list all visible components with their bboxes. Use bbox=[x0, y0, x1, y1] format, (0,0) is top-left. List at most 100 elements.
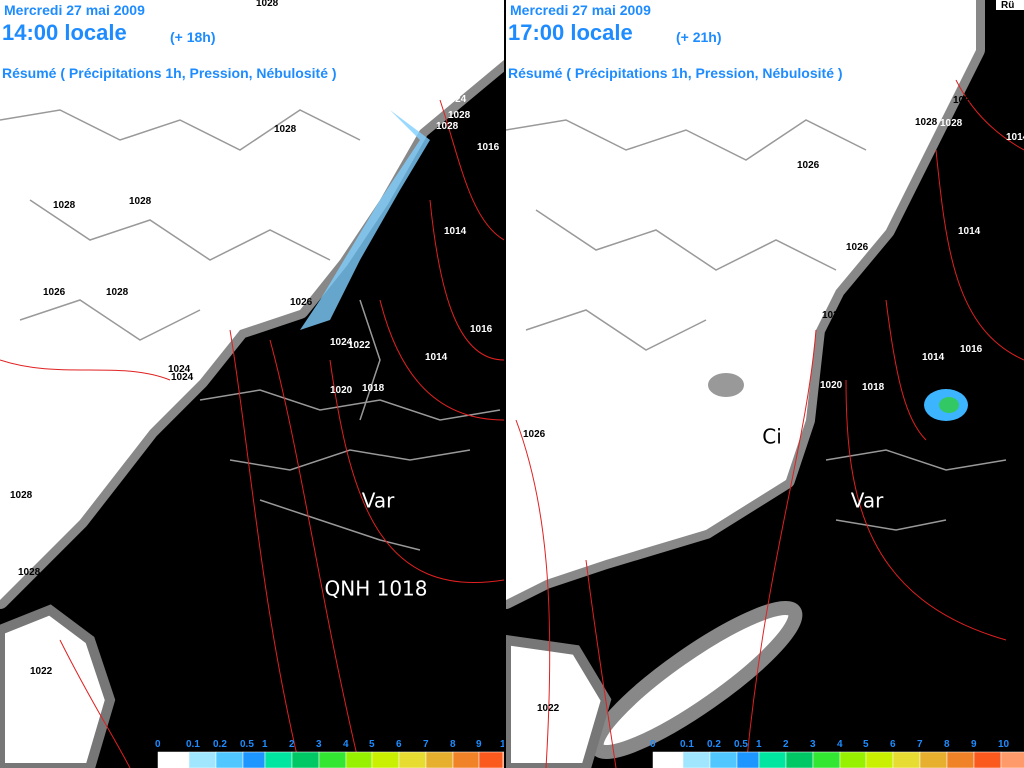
isobar-label: 1024 bbox=[171, 372, 194, 383]
isobar-label: 1028 bbox=[448, 110, 471, 121]
legend-cell bbox=[892, 751, 921, 768]
legend-label: 6 bbox=[396, 739, 402, 750]
legend-cell bbox=[264, 751, 293, 768]
legend-cell bbox=[478, 751, 504, 768]
legend-label: 0.2 bbox=[707, 739, 721, 750]
borders bbox=[0, 109, 501, 551]
cloud bbox=[708, 373, 744, 397]
legend-label: 5 bbox=[863, 739, 869, 750]
isobar-label: 1026 bbox=[797, 160, 820, 171]
isobar-label: 1026 bbox=[290, 297, 313, 308]
panel-17h: Mercredi 27 mai 2009 17:00 locale (+ 21h) R… bbox=[506, 0, 1024, 768]
legend-cell bbox=[865, 751, 894, 768]
isobar-label: 1026 bbox=[523, 429, 546, 440]
isobar-label: 1022 bbox=[537, 703, 560, 714]
summary: Résumé ( Précipitations 1h, Pression, Né… bbox=[508, 65, 843, 81]
legend-label: 10 bbox=[500, 739, 512, 750]
legend-cell bbox=[709, 751, 738, 768]
time: 14:00 locale bbox=[2, 20, 127, 45]
isobar-label: 1014 bbox=[958, 226, 981, 237]
isobar-label: 1018 bbox=[862, 382, 885, 393]
legend-label: 3 bbox=[810, 739, 816, 750]
land bbox=[0, 604, 116, 768]
isobar-label: 1028 bbox=[915, 117, 938, 128]
isobar-label: 1024 bbox=[330, 337, 353, 348]
land bbox=[506, 0, 976, 600]
legend-label: 0 bbox=[650, 739, 656, 750]
legend-label: 7 bbox=[917, 739, 923, 750]
legend-label: 0.5 bbox=[240, 739, 254, 750]
isobar-label: 1026 bbox=[846, 242, 869, 253]
legend-label: 0.5 bbox=[734, 739, 748, 750]
isobar-label: 1024 bbox=[58, 745, 81, 756]
legend-cell bbox=[758, 751, 787, 768]
legend-label: 7 bbox=[423, 739, 429, 750]
isobar-label: 1028 bbox=[953, 95, 976, 106]
legend-label: 5 bbox=[369, 739, 375, 750]
panel-14h: Mercredi 27 mai 2009 14:00 locale (+ 18h) R… bbox=[0, 0, 512, 768]
legend-label: 2 bbox=[783, 739, 789, 750]
isobar-label: 1024 bbox=[168, 364, 191, 375]
legend-cell bbox=[452, 751, 480, 768]
annotation: Var bbox=[851, 489, 884, 513]
legend-cell bbox=[812, 751, 841, 768]
isobar-label: 1016 bbox=[960, 344, 983, 355]
legend-label: 8 bbox=[450, 739, 456, 750]
isobar-label: 1014 bbox=[425, 352, 448, 363]
legend-cell bbox=[157, 751, 190, 768]
legend-label: 4 bbox=[837, 739, 843, 750]
isobar-label: 1028 bbox=[274, 124, 297, 135]
cloud-band bbox=[589, 600, 803, 760]
legend-label: 1 bbox=[262, 739, 268, 750]
legend-label: 9 bbox=[476, 739, 482, 750]
isobar-label: 1014 bbox=[1006, 132, 1024, 143]
isobar-label: 1028 bbox=[129, 196, 152, 207]
isobar-label: 1016 bbox=[470, 324, 493, 335]
legend-cell bbox=[215, 751, 244, 768]
legend-label: 1 bbox=[756, 739, 762, 750]
legend-cell bbox=[318, 751, 347, 768]
legend-cell bbox=[973, 751, 1002, 768]
legend-cell bbox=[785, 751, 814, 768]
time: 17:00 locale bbox=[508, 20, 633, 45]
precip bbox=[300, 110, 430, 330]
isobar-label: 1028 bbox=[18, 567, 41, 578]
legend-label: 0.1 bbox=[680, 739, 694, 750]
legend-label: 0 bbox=[155, 739, 161, 750]
lead: (+ 18h) bbox=[170, 29, 216, 45]
isobar-label: 1018 bbox=[362, 383, 385, 394]
isobar-label: 1028 bbox=[256, 0, 279, 9]
legend-cell bbox=[736, 751, 760, 768]
date: Mercredi 27 mai 2009 bbox=[510, 2, 651, 18]
isobar-label: 1024 bbox=[822, 310, 845, 321]
legend-label: 6 bbox=[890, 739, 896, 750]
land bbox=[506, 634, 612, 768]
isobar-label: 1028 bbox=[106, 287, 129, 298]
legend-cell bbox=[188, 751, 217, 768]
isobar-label: 1028 bbox=[10, 490, 33, 501]
legend-cell bbox=[839, 751, 867, 768]
isobar-label: 1020 bbox=[820, 380, 843, 391]
isobar-label: 1020 bbox=[1018, 64, 1024, 75]
legend-cell bbox=[502, 751, 504, 768]
legend-cell bbox=[398, 751, 427, 768]
isobar-label: 1026 bbox=[438, 67, 461, 78]
legend-cell bbox=[291, 751, 320, 768]
isobar-label: 1016 bbox=[477, 142, 500, 153]
legend-cell bbox=[425, 751, 454, 768]
legend-label: 0.1 bbox=[186, 739, 200, 750]
annotation: Var bbox=[362, 489, 395, 513]
summary: Résumé ( Précipitations 1h, Pression, Né… bbox=[2, 65, 337, 81]
isobar-label: 1016 bbox=[990, 160, 1013, 171]
date: Mercredi 27 mai 2009 bbox=[4, 2, 145, 18]
legend-cell bbox=[919, 751, 948, 768]
legend-cell bbox=[682, 751, 711, 768]
legend-label: 8 bbox=[944, 739, 950, 750]
precip bbox=[939, 397, 959, 413]
isobar-label: 1026 bbox=[43, 287, 66, 298]
legend-cell bbox=[242, 751, 266, 768]
isobar-label: 1028 bbox=[436, 121, 459, 132]
isobar-label: 1014 bbox=[922, 352, 945, 363]
isobars bbox=[0, 99, 504, 768]
